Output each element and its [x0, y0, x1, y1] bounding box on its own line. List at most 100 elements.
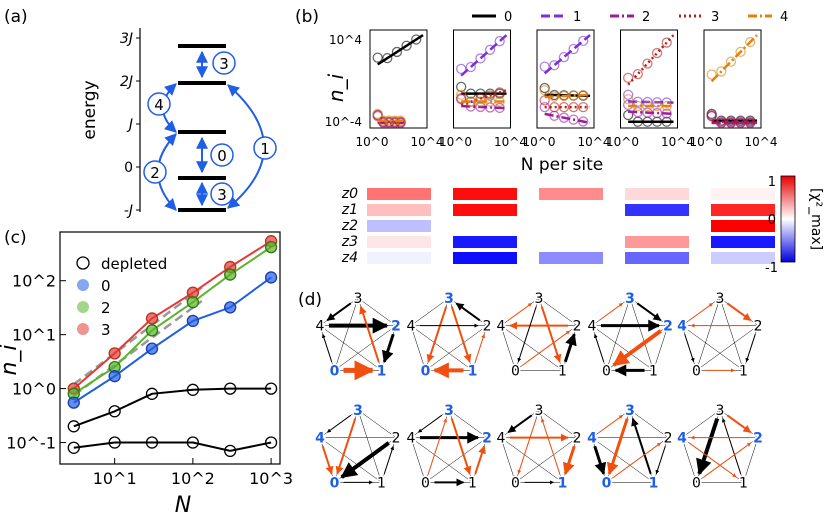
data-point [642, 58, 653, 69]
series-line-0 [73, 240, 272, 390]
data-point [401, 40, 412, 51]
graph-arrow [522, 330, 571, 366]
graph-edge [500, 437, 516, 483]
network-graph-0: 0 1 2 3 4 [314, 290, 402, 381]
node-label: 4 [677, 431, 687, 447]
graph-edge [410, 297, 450, 326]
graph-arrow [606, 418, 629, 475]
graph-arrow [427, 418, 448, 474]
xtick-right: 10^4 [745, 135, 778, 149]
node-label: 4 [587, 319, 596, 335]
heatmap-cell [453, 220, 517, 232]
data-point [725, 56, 737, 67]
data-point [264, 436, 278, 449]
data-point [539, 61, 550, 72]
heatmap-cell [625, 188, 689, 200]
data-point [67, 420, 80, 433]
y-tick-label: 10^0 [12, 380, 56, 399]
node-label: 0 [421, 363, 431, 379]
legend-label-3: 3 [711, 10, 719, 25]
data-point [264, 382, 278, 395]
data-point [745, 116, 756, 127]
heatmap-cell [711, 204, 775, 216]
data-point [378, 115, 389, 126]
graph-arrow [721, 418, 742, 474]
heatmap-row-label: z4 [341, 250, 358, 266]
transition-label: 0 [217, 147, 227, 165]
heatmap-cell [539, 188, 603, 200]
transition-label: 3 [217, 186, 227, 204]
series-line-2 [73, 276, 272, 404]
heatmap-row-label: z1 [341, 202, 358, 218]
subplot-1: 10^0 10^4 [439, 29, 527, 149]
graph-arrow [507, 302, 533, 321]
graph-edge [743, 437, 759, 483]
data-point [568, 90, 579, 101]
data-point [475, 93, 486, 104]
data-point [661, 100, 672, 112]
data-point [411, 34, 422, 45]
data-point [623, 109, 634, 121]
node-label: 2 [664, 431, 673, 447]
x-tick-label: 10^2 [171, 469, 215, 488]
transition-label: 4 [154, 96, 164, 114]
data-point [494, 102, 505, 114]
data-point [186, 314, 200, 328]
series-lines [73, 240, 272, 452]
graph-edge [681, 325, 744, 371]
graph-arrow [417, 414, 443, 433]
node-label: 0 [692, 363, 701, 379]
graph-edge [334, 297, 359, 371]
panel-c: n_i N 10^1 10^2 10^3 10^-1 10^0 10^1 10^2 depl… [0, 231, 293, 518]
graph-arrow [326, 302, 352, 322]
heatmap-row-label: z3 [341, 234, 358, 250]
graph-edge [681, 437, 697, 483]
graph-edge [606, 297, 631, 371]
graph-edge [357, 409, 397, 438]
graph-arrow [688, 302, 714, 321]
data-point [391, 46, 403, 58]
data-point [108, 436, 121, 449]
legend-label-4: 4 [780, 10, 788, 25]
graph-arrow [636, 302, 662, 322]
network-graph-9: 0 1 2 3 4 [676, 402, 765, 493]
graph-arrow [450, 306, 472, 363]
graph-arrow [540, 306, 562, 363]
node-label: 4 [496, 431, 505, 447]
node-label: 0 [330, 475, 340, 491]
data-point [264, 240, 278, 254]
y-tick-label: 10^1 [12, 326, 56, 345]
data-point [264, 271, 278, 284]
transition-label: 2 [150, 164, 160, 182]
xtick-left: 10^0 [439, 135, 472, 149]
legend-marker [76, 256, 90, 270]
node-label: 3 [444, 291, 454, 307]
node-label: 2 [482, 431, 492, 447]
data-point [186, 383, 200, 396]
heatmap-cell [625, 252, 689, 264]
node-label: 3 [716, 291, 725, 307]
data-point [372, 52, 383, 63]
subplot-2: 10^0 10^4 [523, 29, 610, 149]
legend-marker [77, 301, 89, 313]
graph-arrow [696, 417, 720, 476]
node-label: 3 [535, 403, 544, 419]
graph-arrow [340, 441, 390, 479]
graph-edge [425, 325, 488, 371]
data-point [632, 106, 643, 118]
graph-edge [696, 297, 721, 371]
heatmap-cell [453, 204, 517, 216]
node-label: 4 [406, 319, 415, 335]
graph-arrow [321, 445, 334, 475]
reference-line [73, 300, 203, 397]
colorbar-tick: -1 [765, 261, 778, 276]
graph-edge [500, 437, 563, 483]
graph-arrow [612, 329, 662, 367]
ytick-J: J [126, 117, 133, 133]
data-point [494, 96, 505, 107]
data-point [389, 115, 401, 126]
graph-arrow [688, 442, 737, 478]
node-label: 2 [754, 319, 763, 335]
ytick-2J: 2J [120, 74, 133, 90]
